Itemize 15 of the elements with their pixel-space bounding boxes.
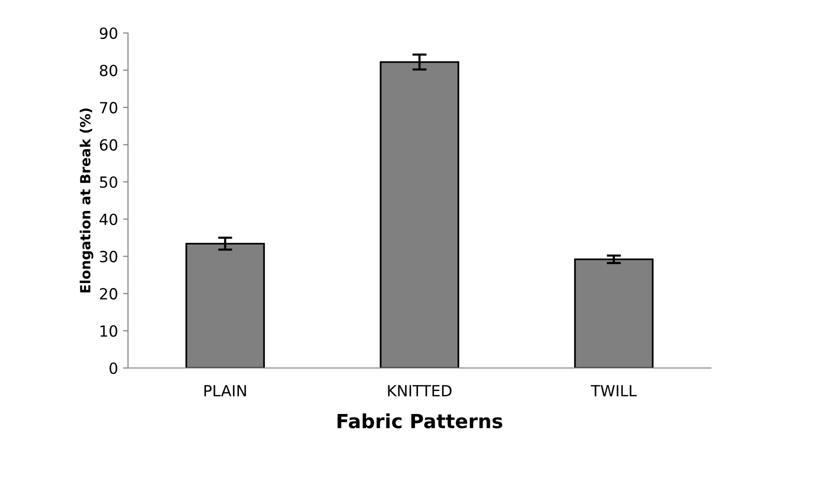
y-tick-label: 60 bbox=[100, 139, 118, 151]
y-tick-label: 0 bbox=[110, 362, 118, 374]
y-tick-label: 30 bbox=[100, 250, 118, 262]
x-tick-label: PLAIN bbox=[204, 385, 246, 396]
y-tick-label: 80 bbox=[100, 64, 118, 76]
y-axis-title: Elongation at Break (%) bbox=[80, 108, 94, 292]
y-tick-label: 90 bbox=[100, 27, 118, 40]
y-tick-label: 40 bbox=[100, 214, 118, 226]
y-tick-label: 20 bbox=[100, 288, 118, 300]
y-tick-label: 10 bbox=[100, 325, 118, 337]
x-tick-label: KNITTED bbox=[388, 385, 452, 396]
x-axis-title: Fabric Patterns bbox=[338, 413, 502, 428]
y-tick-label: 70 bbox=[100, 102, 118, 114]
y-tick-label: 50 bbox=[100, 176, 118, 188]
x-tick-label: TWILL bbox=[590, 385, 637, 396]
